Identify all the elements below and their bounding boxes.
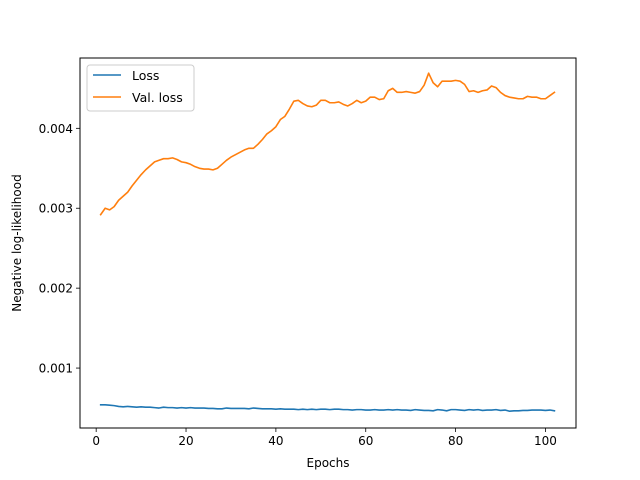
x-tick-label: 100	[534, 434, 557, 448]
series-line-loss	[99, 404, 556, 413]
x-tick-label: 20	[178, 434, 193, 448]
x-tick-label: 80	[448, 434, 463, 448]
y-tick-label: 0.004	[39, 122, 73, 136]
tick-layer: 0 20 40 60 80 100 0.001 0.002 0.003 0.004	[39, 122, 557, 448]
legend-box	[86, 64, 195, 112]
legend-label-val-loss: Val. loss	[132, 90, 183, 105]
series-line-val-loss	[99, 72, 556, 216]
x-tick-label: 40	[268, 434, 283, 448]
x-tick-label: 60	[358, 434, 373, 448]
x-axis-label: Epochs	[307, 456, 350, 470]
legend-label-loss: Loss	[132, 68, 159, 83]
y-tick-label: 0.003	[39, 202, 73, 216]
plot-frame	[79, 57, 577, 429]
y-tick-label: 0.001	[39, 362, 73, 376]
legend: Loss Val. loss	[86, 64, 195, 112]
y-axis-label: Negative log-likelihood	[10, 174, 24, 311]
x-tick-label: 0	[92, 434, 100, 448]
series-layer	[99, 72, 556, 413]
y-tick-label: 0.002	[39, 282, 73, 296]
plot-area	[80, 58, 576, 428]
